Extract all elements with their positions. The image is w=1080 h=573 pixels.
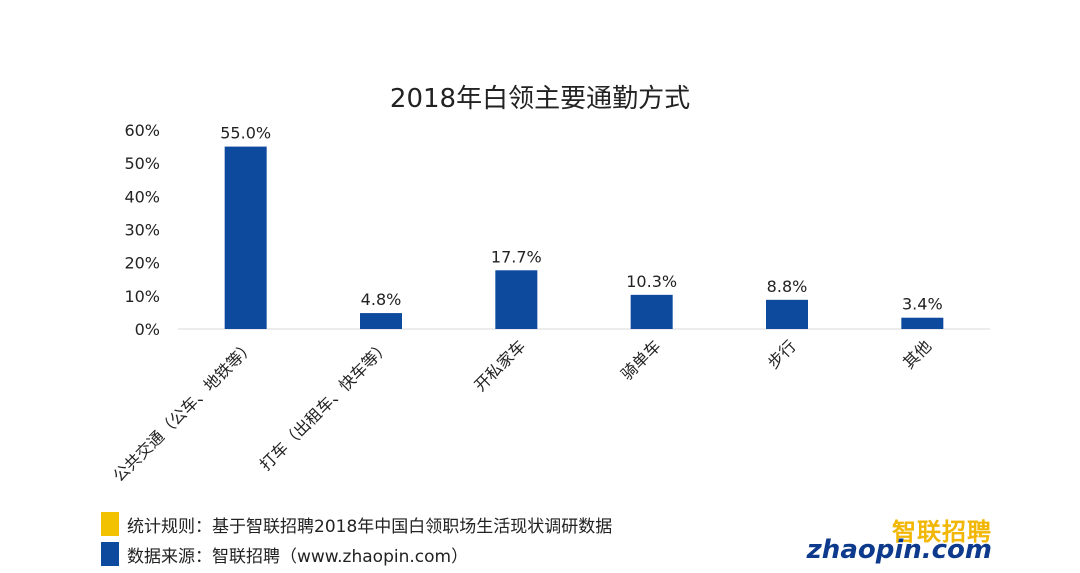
logo-text-cn: 智联招聘 [892,518,992,546]
legend-text-source: 数据来源：智联招聘（www.zhaopin.com） [127,546,469,567]
bar [901,317,944,329]
x-tick-label: 骑单车 [617,336,664,383]
legend-swatch-source [101,542,119,566]
bar [630,294,673,329]
x-tick-label: 公共交通（公车、地铁等） [109,336,258,485]
bar [766,299,808,329]
y-tick-label: 10% [124,287,160,306]
data-label: 17.7% [491,247,542,266]
y-tick-label: 40% [124,187,160,206]
legend-item-rule: 统计规则：基于智联招聘2018年中国白领职场生活现状调研数据 [101,512,613,537]
x-tick-label: 步行 [764,336,800,372]
legend-text-rule: 统计规则：基于智联招聘2018年中国白领职场生活现状调研数据 [127,516,613,537]
y-tick-label: 60% [124,121,160,140]
data-label: 3.4% [902,295,943,314]
data-label: 8.8% [767,277,808,296]
data-label: 10.3% [626,272,677,291]
bar-chart: 0% 10% 20% 30% 40% 50% 60% 55.0% 公共交通（公车、地铁等） 4.8… [109,121,990,486]
bar [224,146,267,329]
data-label: 4.8% [361,290,402,309]
x-tick-label: 其他 [899,336,935,372]
logo-text-en: zhaopin.com [806,535,992,565]
bar [495,270,538,329]
y-tick-label: 20% [124,254,160,273]
y-tick-label: 50% [124,154,160,173]
legend-swatch-rule [101,512,119,536]
data-label: 55.0% [220,124,271,143]
chart-title: 2018年白领主要通勤方式 [389,84,691,114]
x-tick-label: 开私家车 [470,336,529,395]
bar [360,313,402,329]
y-tick-label: 30% [124,221,160,240]
x-tick-label: 打车（出租车、快车等） [256,336,394,474]
legend-item-source: 数据来源：智联招聘（www.zhaopin.com） [101,542,469,567]
y-tick-label: 0% [135,320,160,339]
